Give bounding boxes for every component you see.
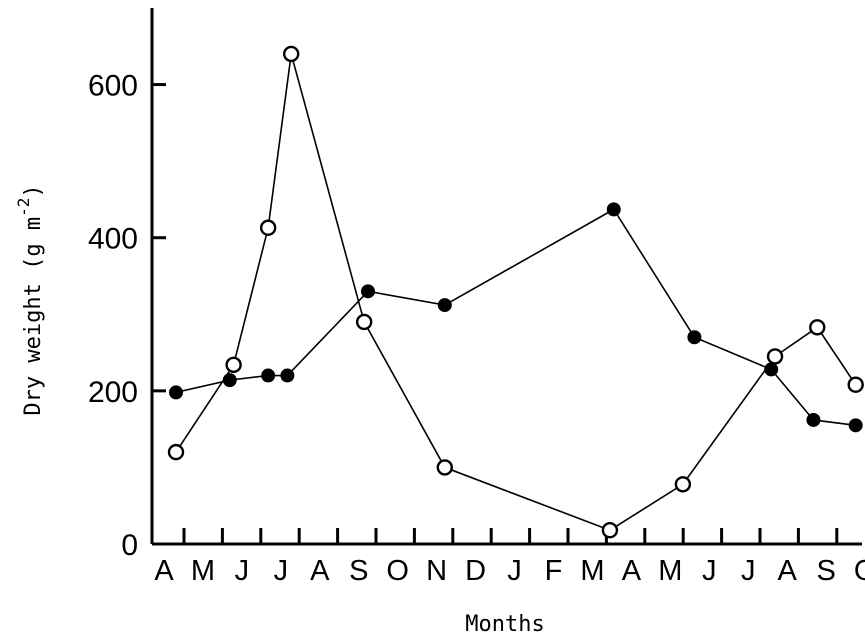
x-tick-label: J bbox=[702, 555, 717, 587]
y-axis-title: Dry weight (g m-2) bbox=[14, 184, 46, 415]
x-tick-label: M bbox=[658, 555, 682, 587]
x-tick-label: S bbox=[816, 555, 835, 587]
x-tick-label: J bbox=[507, 555, 522, 587]
x-axis-title: Months bbox=[465, 612, 544, 637]
x-tick-label: A bbox=[154, 555, 174, 587]
x-tick-label: A bbox=[310, 555, 330, 587]
x-tick-label: J bbox=[274, 555, 289, 587]
y-tick-label: 200 bbox=[88, 376, 138, 409]
series-2-point bbox=[809, 319, 826, 336]
series-2-point bbox=[355, 313, 373, 331]
series-2-point bbox=[436, 459, 453, 476]
x-tick-label: A bbox=[778, 555, 798, 587]
series-1-point bbox=[222, 373, 237, 388]
y-tick-label: 400 bbox=[88, 223, 138, 256]
y-axis-title-exponent: -2 bbox=[14, 198, 33, 217]
y-ticks: 0 200 400 600 bbox=[88, 70, 166, 562]
series-1-point bbox=[848, 418, 863, 433]
x-ticks: AMJJASONDJFMAMJJASO bbox=[154, 528, 865, 587]
series-1-point bbox=[687, 330, 702, 345]
series-1-point bbox=[169, 385, 183, 400]
x-tick-label: S bbox=[349, 555, 368, 587]
axes bbox=[150, 8, 862, 546]
x-tick-label: J bbox=[235, 555, 250, 587]
series-2-point bbox=[167, 443, 185, 461]
series-2-point bbox=[259, 219, 277, 236]
x-tick-label: O bbox=[854, 555, 865, 587]
y-tick-label: 600 bbox=[88, 70, 138, 103]
x-tick-label: J bbox=[741, 555, 756, 587]
series-2-point bbox=[766, 348, 784, 365]
series-2 bbox=[167, 45, 864, 539]
x-tick-label: N bbox=[426, 555, 447, 587]
series-1-point bbox=[261, 368, 276, 383]
series-2-point bbox=[674, 476, 692, 493]
x-tick-label: M bbox=[580, 555, 604, 587]
y-axis-title-main: Dry weight (g m bbox=[21, 217, 46, 416]
x-tick-label: F bbox=[545, 555, 563, 587]
series-1-point bbox=[361, 284, 375, 299]
series-1-point bbox=[280, 368, 295, 383]
series-1-point bbox=[764, 362, 779, 377]
series-1-line bbox=[175, 208, 856, 427]
series-2-point bbox=[601, 522, 619, 539]
series-2-point bbox=[847, 376, 864, 393]
x-tick-label: M bbox=[191, 555, 215, 587]
series-2-point bbox=[283, 45, 300, 63]
series-1-point bbox=[437, 298, 452, 313]
y-axis-title-close: ) bbox=[21, 184, 46, 197]
series-1 bbox=[169, 202, 863, 433]
series-1-point bbox=[606, 202, 621, 217]
x-tick-label: O bbox=[386, 555, 409, 587]
series-layer bbox=[167, 45, 864, 539]
series-1-point bbox=[806, 412, 821, 427]
series-2-line bbox=[175, 53, 857, 532]
x-tick-label: D bbox=[465, 555, 486, 587]
series-2-point bbox=[225, 356, 242, 374]
y-tick-label: 0 bbox=[121, 529, 138, 562]
x-tick-label: A bbox=[622, 555, 642, 587]
